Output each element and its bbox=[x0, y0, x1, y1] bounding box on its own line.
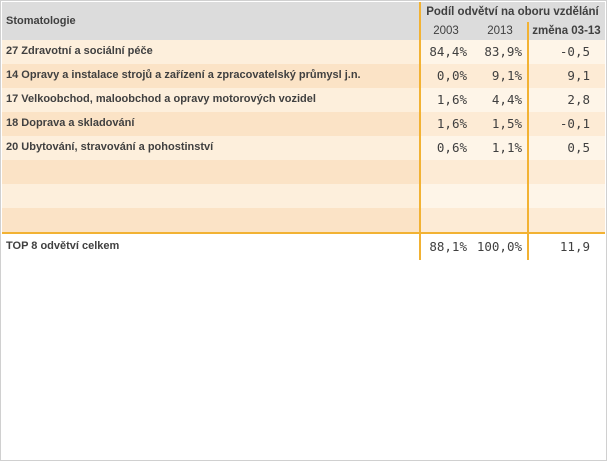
divider bbox=[527, 234, 529, 260]
divider bbox=[527, 160, 529, 184]
value-2003: 0,6% bbox=[420, 136, 472, 160]
value-change bbox=[528, 160, 605, 184]
divider bbox=[419, 136, 421, 160]
col-header-2013: 2013 bbox=[487, 25, 513, 37]
total-2003: 88,1% bbox=[420, 234, 472, 260]
col-header-change: změna 03-13 bbox=[532, 25, 601, 37]
value-2003: 1,6% bbox=[420, 112, 472, 136]
table-row: 20 Ubytování, stravování a pohostinství … bbox=[2, 136, 605, 160]
divider bbox=[527, 40, 529, 64]
table-row bbox=[2, 160, 605, 184]
total-change: 11,9 bbox=[528, 234, 605, 260]
value-change bbox=[528, 208, 605, 232]
value-2003: 84,4% bbox=[420, 40, 472, 64]
total-label: TOP 8 odvětví celkem bbox=[6, 240, 120, 252]
value-2013: 1,1% bbox=[472, 136, 528, 160]
value-2013 bbox=[472, 160, 528, 184]
header-divider-left bbox=[419, 2, 421, 40]
table-row: 17 Velkoobchod, maloobchod a opravy moto… bbox=[2, 88, 605, 112]
value-2013: 1,5% bbox=[472, 112, 528, 136]
value-change: 9,1 bbox=[528, 64, 605, 88]
divider bbox=[527, 88, 529, 112]
divider bbox=[527, 64, 529, 88]
value-change: 2,8 bbox=[528, 88, 605, 112]
row-label: 17 Velkoobchod, maloobchod a opravy moto… bbox=[6, 93, 316, 105]
table-header: Stomatologie Podíl odvětví na oboru vzdě… bbox=[2, 2, 605, 40]
table-row bbox=[2, 208, 605, 232]
divider bbox=[419, 184, 421, 208]
divider bbox=[419, 234, 421, 260]
divider bbox=[527, 208, 529, 232]
divider bbox=[419, 112, 421, 136]
table-row bbox=[2, 184, 605, 208]
value-2003 bbox=[420, 160, 472, 184]
value-2013: 9,1% bbox=[472, 64, 528, 88]
value-2013 bbox=[472, 184, 528, 208]
value-2003 bbox=[420, 208, 472, 232]
col-header-2003: 2003 bbox=[433, 25, 459, 37]
value-2013 bbox=[472, 208, 528, 232]
value-change: 0,5 bbox=[528, 136, 605, 160]
header-divider-right bbox=[527, 22, 529, 40]
value-2003: 0,0% bbox=[420, 64, 472, 88]
row-label: 20 Ubytování, stravování a pohostinství bbox=[6, 141, 214, 153]
row-label: 27 Zdravotní a sociální péče bbox=[6, 45, 153, 57]
divider bbox=[419, 40, 421, 64]
row-label: 14 Opravy a instalace strojů a zařízení … bbox=[6, 69, 361, 81]
row-label: 18 Doprava a skladování bbox=[6, 117, 135, 129]
value-change: -0,5 bbox=[528, 40, 605, 64]
value-2013: 83,9% bbox=[472, 40, 528, 64]
value-change bbox=[528, 184, 605, 208]
table-row: 27 Zdravotní a sociální péče 84,4% 83,9%… bbox=[2, 40, 605, 64]
divider bbox=[527, 184, 529, 208]
divider bbox=[419, 208, 421, 232]
table-row: 18 Doprava a skladování 1,6% 1,5% -0,1 bbox=[2, 112, 605, 136]
divider bbox=[419, 88, 421, 112]
value-2003 bbox=[420, 184, 472, 208]
divider bbox=[419, 160, 421, 184]
divider bbox=[527, 136, 529, 160]
group-title: Podíl odvětví na oboru vzdělání bbox=[426, 6, 599, 18]
table-row: 14 Opravy a instalace strojů a zařízení … bbox=[2, 64, 605, 88]
value-change: -0,1 bbox=[528, 112, 605, 136]
divider bbox=[527, 112, 529, 136]
subject-title: Stomatologie bbox=[6, 15, 76, 27]
total-row: TOP 8 odvětví celkem 88,1% 100,0% 11,9 bbox=[2, 232, 605, 260]
value-2003: 1,6% bbox=[420, 88, 472, 112]
sector-share-table: Stomatologie Podíl odvětví na oboru vzdě… bbox=[2, 2, 605, 260]
divider bbox=[419, 64, 421, 88]
total-2013: 100,0% bbox=[472, 234, 528, 260]
value-2013: 4,4% bbox=[472, 88, 528, 112]
